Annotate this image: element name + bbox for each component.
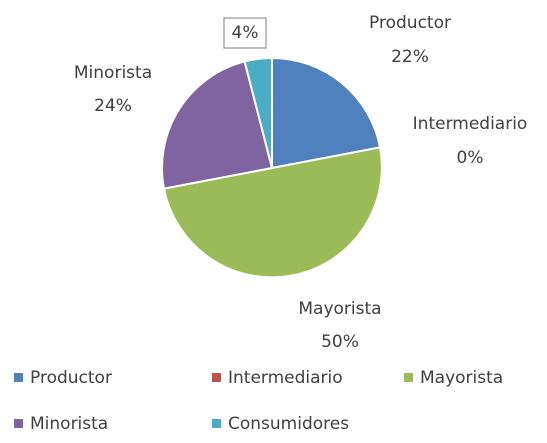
legend-swatch-minorista xyxy=(14,419,23,428)
data-label-percent-consumidores: 4% xyxy=(232,23,259,43)
legend: Productor Intermediario Mayorista Minorista… xyxy=(14,368,503,434)
pie-slice-mayorista xyxy=(162,146,383,279)
data-label-name-intermediario: Intermediario xyxy=(413,114,528,134)
pie-slice-minorista xyxy=(161,60,274,190)
legend-swatch-productor xyxy=(14,373,23,382)
legend-label-mayorista: Mayorista xyxy=(420,368,503,388)
data-label-name-minorista: Minorista xyxy=(74,63,152,83)
data-label-percent-mayorista: 50% xyxy=(321,332,359,352)
pie-slice-productor xyxy=(271,56,382,170)
data-labels: Productor 22% Intermediario 0% Mayorista 50% M… xyxy=(74,13,527,352)
data-label-box-consumidores xyxy=(223,17,267,49)
legend-swatch-mayorista xyxy=(404,373,413,382)
legend-label-minorista: Minorista xyxy=(30,414,108,434)
pie-slice-consumidores xyxy=(243,56,273,169)
data-label-name-mayorista: Mayorista xyxy=(298,299,381,319)
data-label-percent-intermediario: 0% xyxy=(457,148,484,168)
pie-slices xyxy=(161,56,383,279)
legend-label-intermediario: Intermediario xyxy=(228,368,343,388)
legend-label-consumidores: Consumidores xyxy=(228,414,349,434)
legend-label-productor: Productor xyxy=(30,368,112,388)
data-label-percent-productor: 22% xyxy=(391,47,429,67)
data-label-name-productor: Productor xyxy=(369,13,451,33)
data-label-percent-minorista: 24% xyxy=(94,96,132,116)
legend-swatch-consumidores xyxy=(212,419,221,428)
legend-swatch-intermediario xyxy=(212,373,221,382)
